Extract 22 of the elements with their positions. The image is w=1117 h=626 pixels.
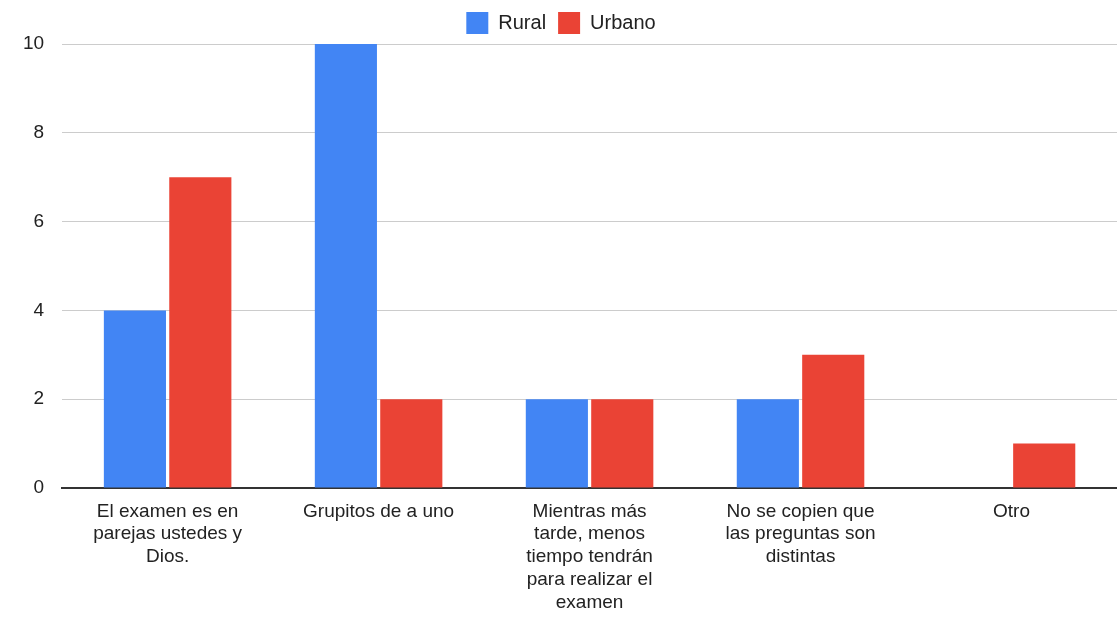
bar bbox=[169, 177, 232, 488]
bar bbox=[380, 399, 443, 488]
y-tick-label: 10 bbox=[22, 32, 45, 54]
bar bbox=[525, 399, 588, 488]
x-tick-label: Mientras más tarde, menos tiempo tendrán para realizar el examen bbox=[526, 499, 653, 612]
y-tick-label: 0 bbox=[33, 476, 45, 498]
bar bbox=[103, 310, 166, 488]
x-tick-label: No se copien que las preguntas son distintas bbox=[725, 499, 876, 567]
legend-label: Urbano bbox=[590, 10, 656, 33]
bar bbox=[1013, 443, 1076, 488]
y-tick-label: 8 bbox=[33, 121, 45, 143]
y-tick-label: 6 bbox=[33, 209, 45, 231]
x-tick-label: Grupitos de a uno bbox=[303, 499, 455, 521]
bar bbox=[591, 399, 654, 488]
bar bbox=[802, 354, 865, 488]
legend-label: Rural bbox=[498, 10, 547, 33]
x-tick-label: El examen es en parejas ustedes y Dios. bbox=[93, 499, 243, 567]
y-tick-label: 2 bbox=[33, 387, 45, 409]
bar bbox=[736, 399, 799, 488]
x-tick-label: Otro bbox=[993, 499, 1030, 521]
y-tick-label: 4 bbox=[33, 298, 45, 320]
bar bbox=[314, 44, 377, 488]
